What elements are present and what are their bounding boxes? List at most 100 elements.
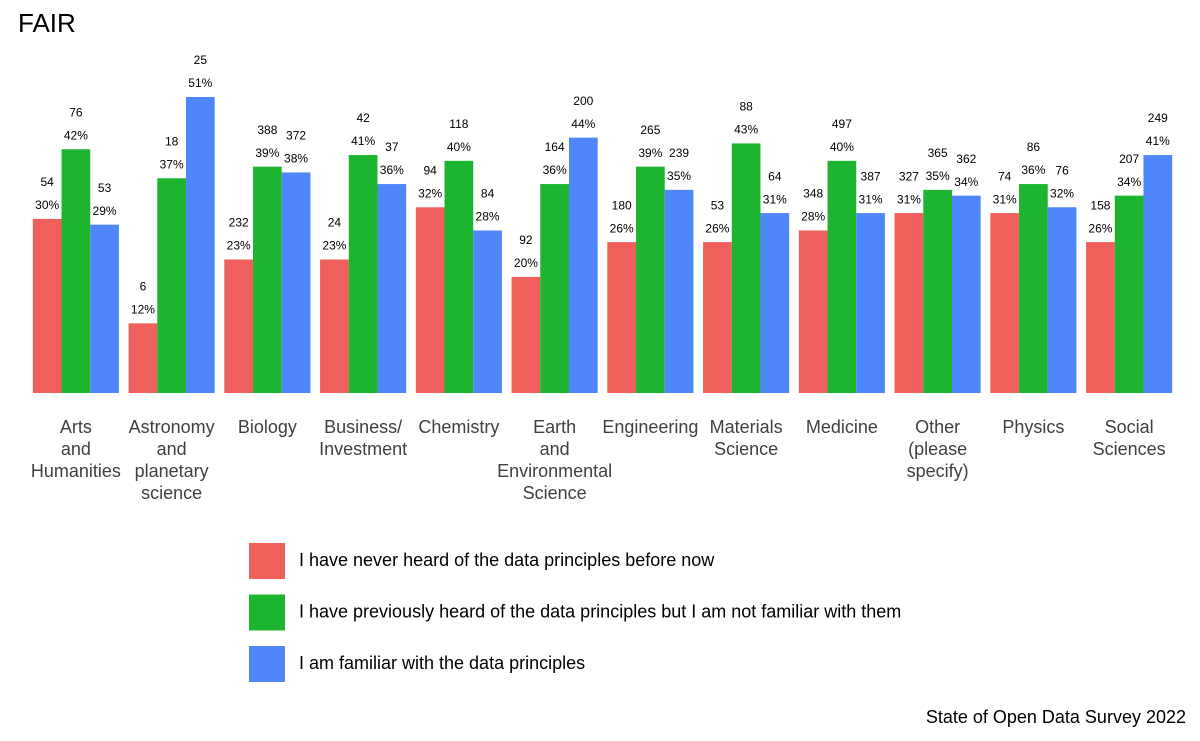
count-label: 362 [956, 152, 976, 166]
value-label: 41% [351, 134, 375, 148]
bar [1143, 155, 1173, 393]
count-label: 76 [69, 105, 83, 119]
value-label: 31% [897, 192, 921, 206]
bar [1114, 195, 1144, 393]
value-label: 43% [734, 123, 758, 137]
count-label: 158 [1090, 198, 1110, 212]
value-label: 28% [801, 210, 825, 224]
value-label: 31% [859, 192, 883, 206]
value-label: 32% [1050, 186, 1074, 200]
value-label: 29% [93, 204, 117, 218]
count-label: 265 [640, 123, 660, 137]
count-label: 6 [140, 280, 147, 294]
bar [1047, 207, 1077, 393]
count-label: 164 [545, 140, 565, 154]
x-tick-label: Medicine [806, 417, 878, 437]
count-label: 64 [768, 169, 782, 183]
bar [377, 184, 407, 393]
x-tick-label: Astronomy [129, 417, 215, 437]
value-label: 31% [763, 192, 787, 206]
x-tick-label: planetary [135, 461, 209, 481]
x-tick-label: Biology [238, 417, 297, 437]
bar [1086, 242, 1115, 393]
value-label: 12% [131, 303, 155, 317]
bar [731, 143, 761, 393]
value-label: 51% [188, 76, 212, 90]
value-label: 36% [543, 163, 567, 177]
value-label: 32% [418, 186, 442, 200]
bar [951, 195, 981, 393]
bar [253, 166, 282, 393]
value-label: 26% [610, 221, 634, 235]
bar [664, 189, 694, 393]
legend-label: I have previously heard of the data prin… [299, 601, 901, 621]
count-label: 388 [257, 123, 277, 137]
count-label: 232 [229, 216, 249, 230]
count-label: 365 [928, 146, 948, 160]
value-label: 44% [571, 117, 595, 131]
value-label: 34% [954, 175, 978, 189]
value-label: 40% [447, 140, 471, 154]
value-label: 39% [255, 146, 279, 160]
count-label: 18 [165, 134, 179, 148]
bar [224, 259, 254, 393]
x-tick-label: Sciences [1093, 439, 1166, 459]
x-tick-label: Earth [533, 417, 576, 437]
bar [281, 172, 311, 393]
bar [348, 155, 378, 393]
value-label: 26% [1088, 221, 1112, 235]
bar [990, 213, 1020, 393]
value-label: 31% [993, 192, 1017, 206]
count-label: 372 [286, 129, 306, 143]
x-tick-label: Business/ [324, 417, 402, 437]
bar [61, 149, 91, 393]
value-label: 23% [227, 239, 251, 253]
value-label: 35% [667, 169, 691, 183]
bar [320, 259, 349, 393]
count-label: 348 [803, 187, 823, 201]
legend-label: I have never heard of the data principle… [299, 550, 715, 570]
x-tick-label: Science [714, 439, 778, 459]
value-label: 39% [638, 146, 662, 160]
count-label: 497 [832, 117, 852, 131]
bar [415, 207, 445, 393]
x-tick-label: Humanities [31, 461, 121, 481]
bar [157, 178, 186, 393]
x-tick-label: Arts [60, 417, 92, 437]
count-label: 76 [1055, 163, 1069, 177]
bar [760, 213, 790, 393]
count-label: 74 [998, 169, 1012, 183]
count-label: 327 [899, 169, 919, 183]
value-label: 40% [830, 140, 854, 154]
legend-swatch [249, 646, 285, 682]
count-label: 92 [519, 233, 533, 247]
value-label: 35% [926, 169, 950, 183]
legend-swatch [249, 594, 285, 631]
x-tick-label: (please [908, 439, 967, 459]
caption: State of Open Data Survey 2022 [926, 707, 1186, 727]
value-label: 42% [64, 128, 88, 142]
chart-title: FAIR [18, 8, 76, 38]
bar [568, 137, 598, 393]
count-label: 118 [449, 117, 468, 131]
count-label: 53 [98, 181, 112, 195]
bar [856, 213, 885, 393]
x-tick-label: Other [915, 417, 960, 437]
value-label: 26% [705, 221, 729, 235]
count-label: 24 [328, 216, 342, 230]
x-tick-label: Social [1105, 417, 1154, 437]
x-tick-label: and [157, 439, 187, 459]
bar [827, 160, 857, 393]
legend-label: I am familiar with the data principles [299, 653, 585, 673]
count-label: 84 [481, 187, 495, 201]
x-tick-label: Engineering [602, 417, 698, 437]
bar [473, 230, 502, 393]
bar [798, 230, 828, 393]
count-label: 86 [1027, 140, 1041, 154]
count-label: 88 [739, 100, 753, 114]
count-label: 94 [423, 163, 437, 177]
count-label: 180 [612, 198, 632, 212]
x-tick-label: and [540, 439, 570, 459]
x-tick-label: Physics [1002, 417, 1064, 437]
